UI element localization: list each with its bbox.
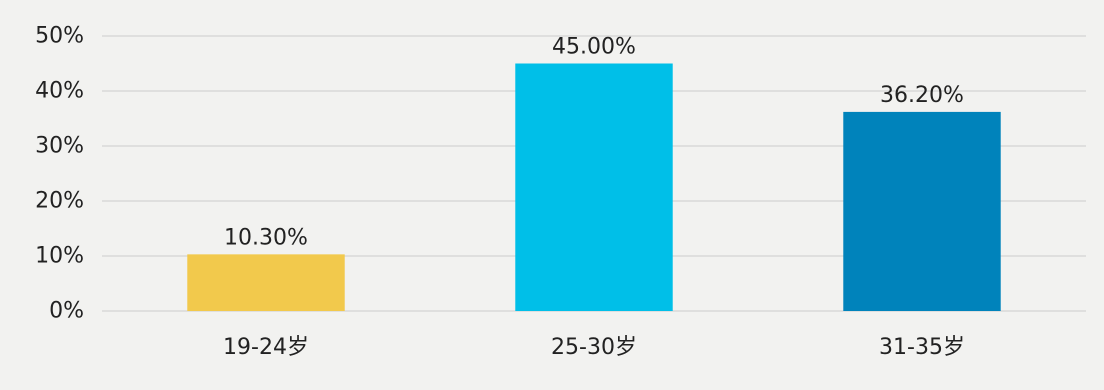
y-tick-label: 40% [35, 79, 84, 104]
data-label: 10.30% [224, 225, 308, 250]
x-tick-label: 19-24岁 [223, 335, 309, 360]
x-tick-label: 25-30岁 [551, 335, 637, 360]
y-tick-label: 50% [35, 24, 84, 49]
y-tick-label: 0% [49, 299, 84, 324]
data-label: 36.20% [880, 83, 964, 108]
y-tick-label: 10% [35, 244, 84, 269]
y-axis-ticks: 0% 10% 20% 30% 40% 50% [35, 24, 84, 324]
bars [187, 63, 1001, 312]
bar [843, 111, 1001, 312]
bar [515, 63, 673, 311]
y-tick-label: 20% [35, 189, 84, 214]
x-tick-label: 31-35岁 [879, 335, 965, 360]
x-axis-ticks: 19-24岁 25-30岁 31-35岁 [223, 335, 965, 360]
data-label: 45.00% [552, 35, 636, 60]
data-labels: 10.30% 45.00% 36.20% [224, 35, 964, 251]
bar [187, 254, 345, 311]
y-tick-label: 30% [35, 134, 84, 159]
